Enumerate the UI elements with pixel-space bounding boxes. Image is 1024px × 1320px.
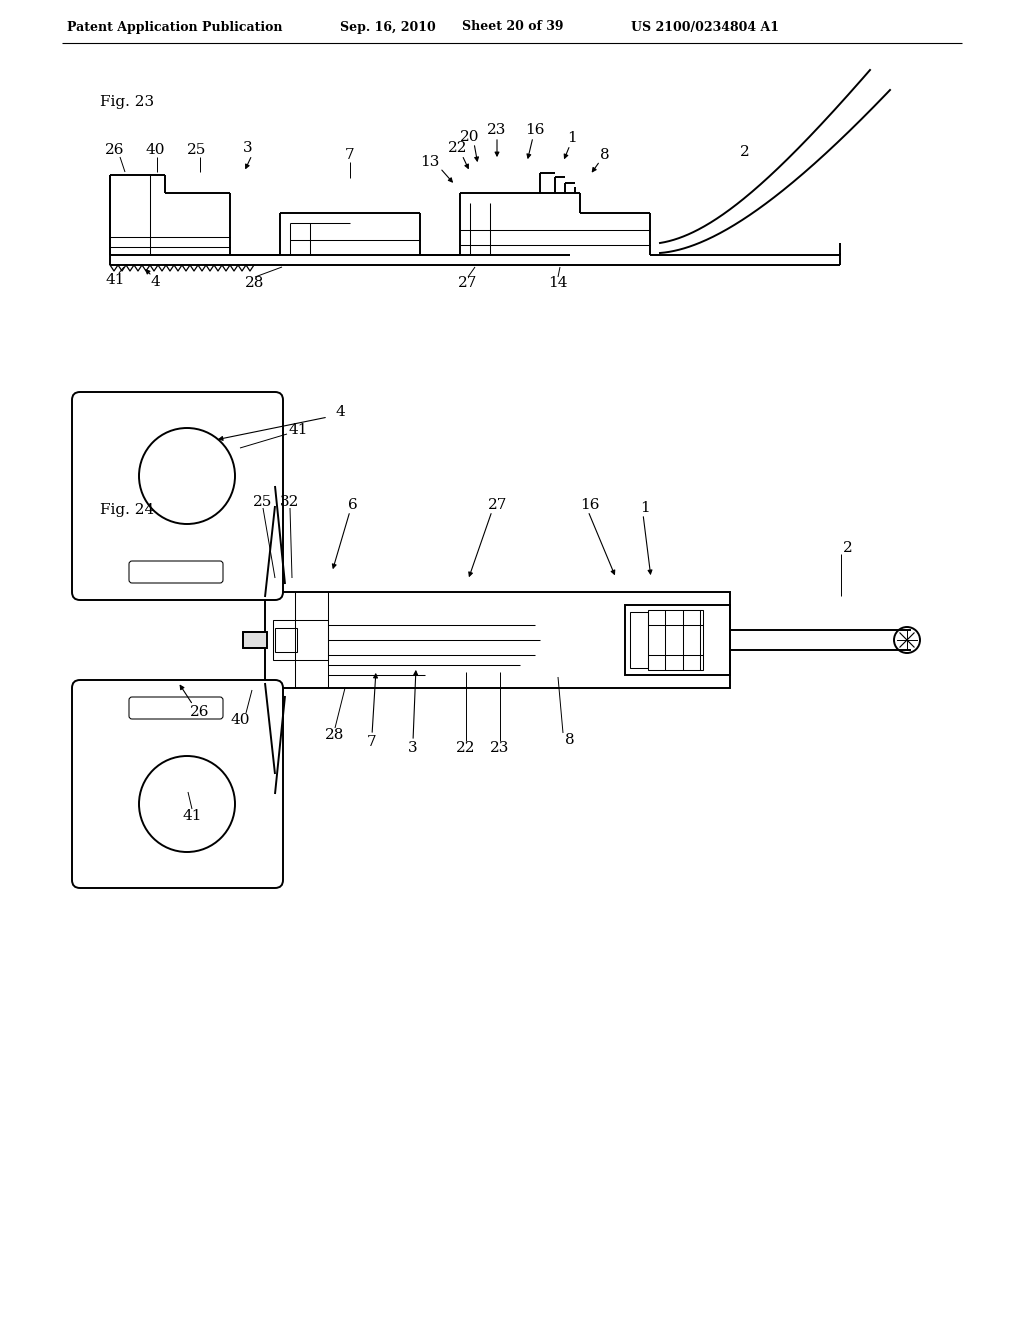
Text: 25: 25 — [187, 143, 207, 157]
Text: 22: 22 — [449, 141, 468, 154]
Text: 1: 1 — [567, 131, 577, 145]
FancyBboxPatch shape — [129, 697, 223, 719]
Text: 23: 23 — [490, 741, 510, 755]
Bar — [625, 605, 730, 675]
Bar — [273, 620, 328, 660]
Text: US 2100/0234804 A1: US 2100/0234804 A1 — [631, 21, 779, 33]
Text: 7: 7 — [368, 735, 377, 748]
Text: 32: 32 — [281, 495, 300, 510]
Text: 28: 28 — [246, 276, 264, 290]
Text: Fig. 23: Fig. 23 — [100, 95, 155, 110]
Text: 40: 40 — [145, 143, 165, 157]
Text: Patent Application Publication: Patent Application Publication — [68, 21, 283, 33]
Text: 22: 22 — [457, 741, 476, 755]
Text: 3: 3 — [243, 141, 253, 154]
FancyBboxPatch shape — [72, 392, 283, 601]
FancyBboxPatch shape — [72, 680, 283, 888]
Bar — [243, 632, 267, 648]
Text: 23: 23 — [487, 123, 507, 137]
Text: 41: 41 — [288, 422, 308, 437]
Text: 4: 4 — [335, 405, 345, 418]
Bar — [265, 591, 730, 688]
Text: 16: 16 — [581, 498, 600, 512]
FancyBboxPatch shape — [129, 561, 223, 583]
Bar — [275, 628, 297, 652]
Text: Fig. 24: Fig. 24 — [100, 503, 155, 517]
Text: Sheet 20 of 39: Sheet 20 of 39 — [462, 21, 564, 33]
Text: 14: 14 — [548, 276, 567, 290]
Text: 2: 2 — [740, 145, 750, 158]
Text: 8: 8 — [565, 733, 574, 747]
Text: 40: 40 — [230, 713, 250, 727]
Text: 20: 20 — [460, 129, 480, 144]
Bar — [648, 610, 703, 671]
Text: 25: 25 — [253, 495, 272, 510]
Text: Sep. 16, 2010: Sep. 16, 2010 — [340, 21, 436, 33]
Text: 26: 26 — [190, 705, 210, 719]
Text: 16: 16 — [525, 123, 545, 137]
Text: 4: 4 — [151, 275, 160, 289]
Text: 1: 1 — [640, 502, 650, 515]
Text: 41: 41 — [105, 273, 125, 286]
Text: 6: 6 — [348, 498, 357, 512]
Text: 27: 27 — [488, 498, 508, 512]
Text: 8: 8 — [600, 148, 610, 162]
Bar — [630, 612, 648, 668]
Text: 26: 26 — [105, 143, 125, 157]
Text: 3: 3 — [409, 741, 418, 755]
Text: 41: 41 — [182, 809, 202, 822]
Text: 28: 28 — [326, 729, 345, 742]
Text: 7: 7 — [345, 148, 354, 162]
Text: 13: 13 — [420, 154, 439, 169]
Text: 2: 2 — [843, 541, 853, 554]
Text: 27: 27 — [459, 276, 477, 290]
